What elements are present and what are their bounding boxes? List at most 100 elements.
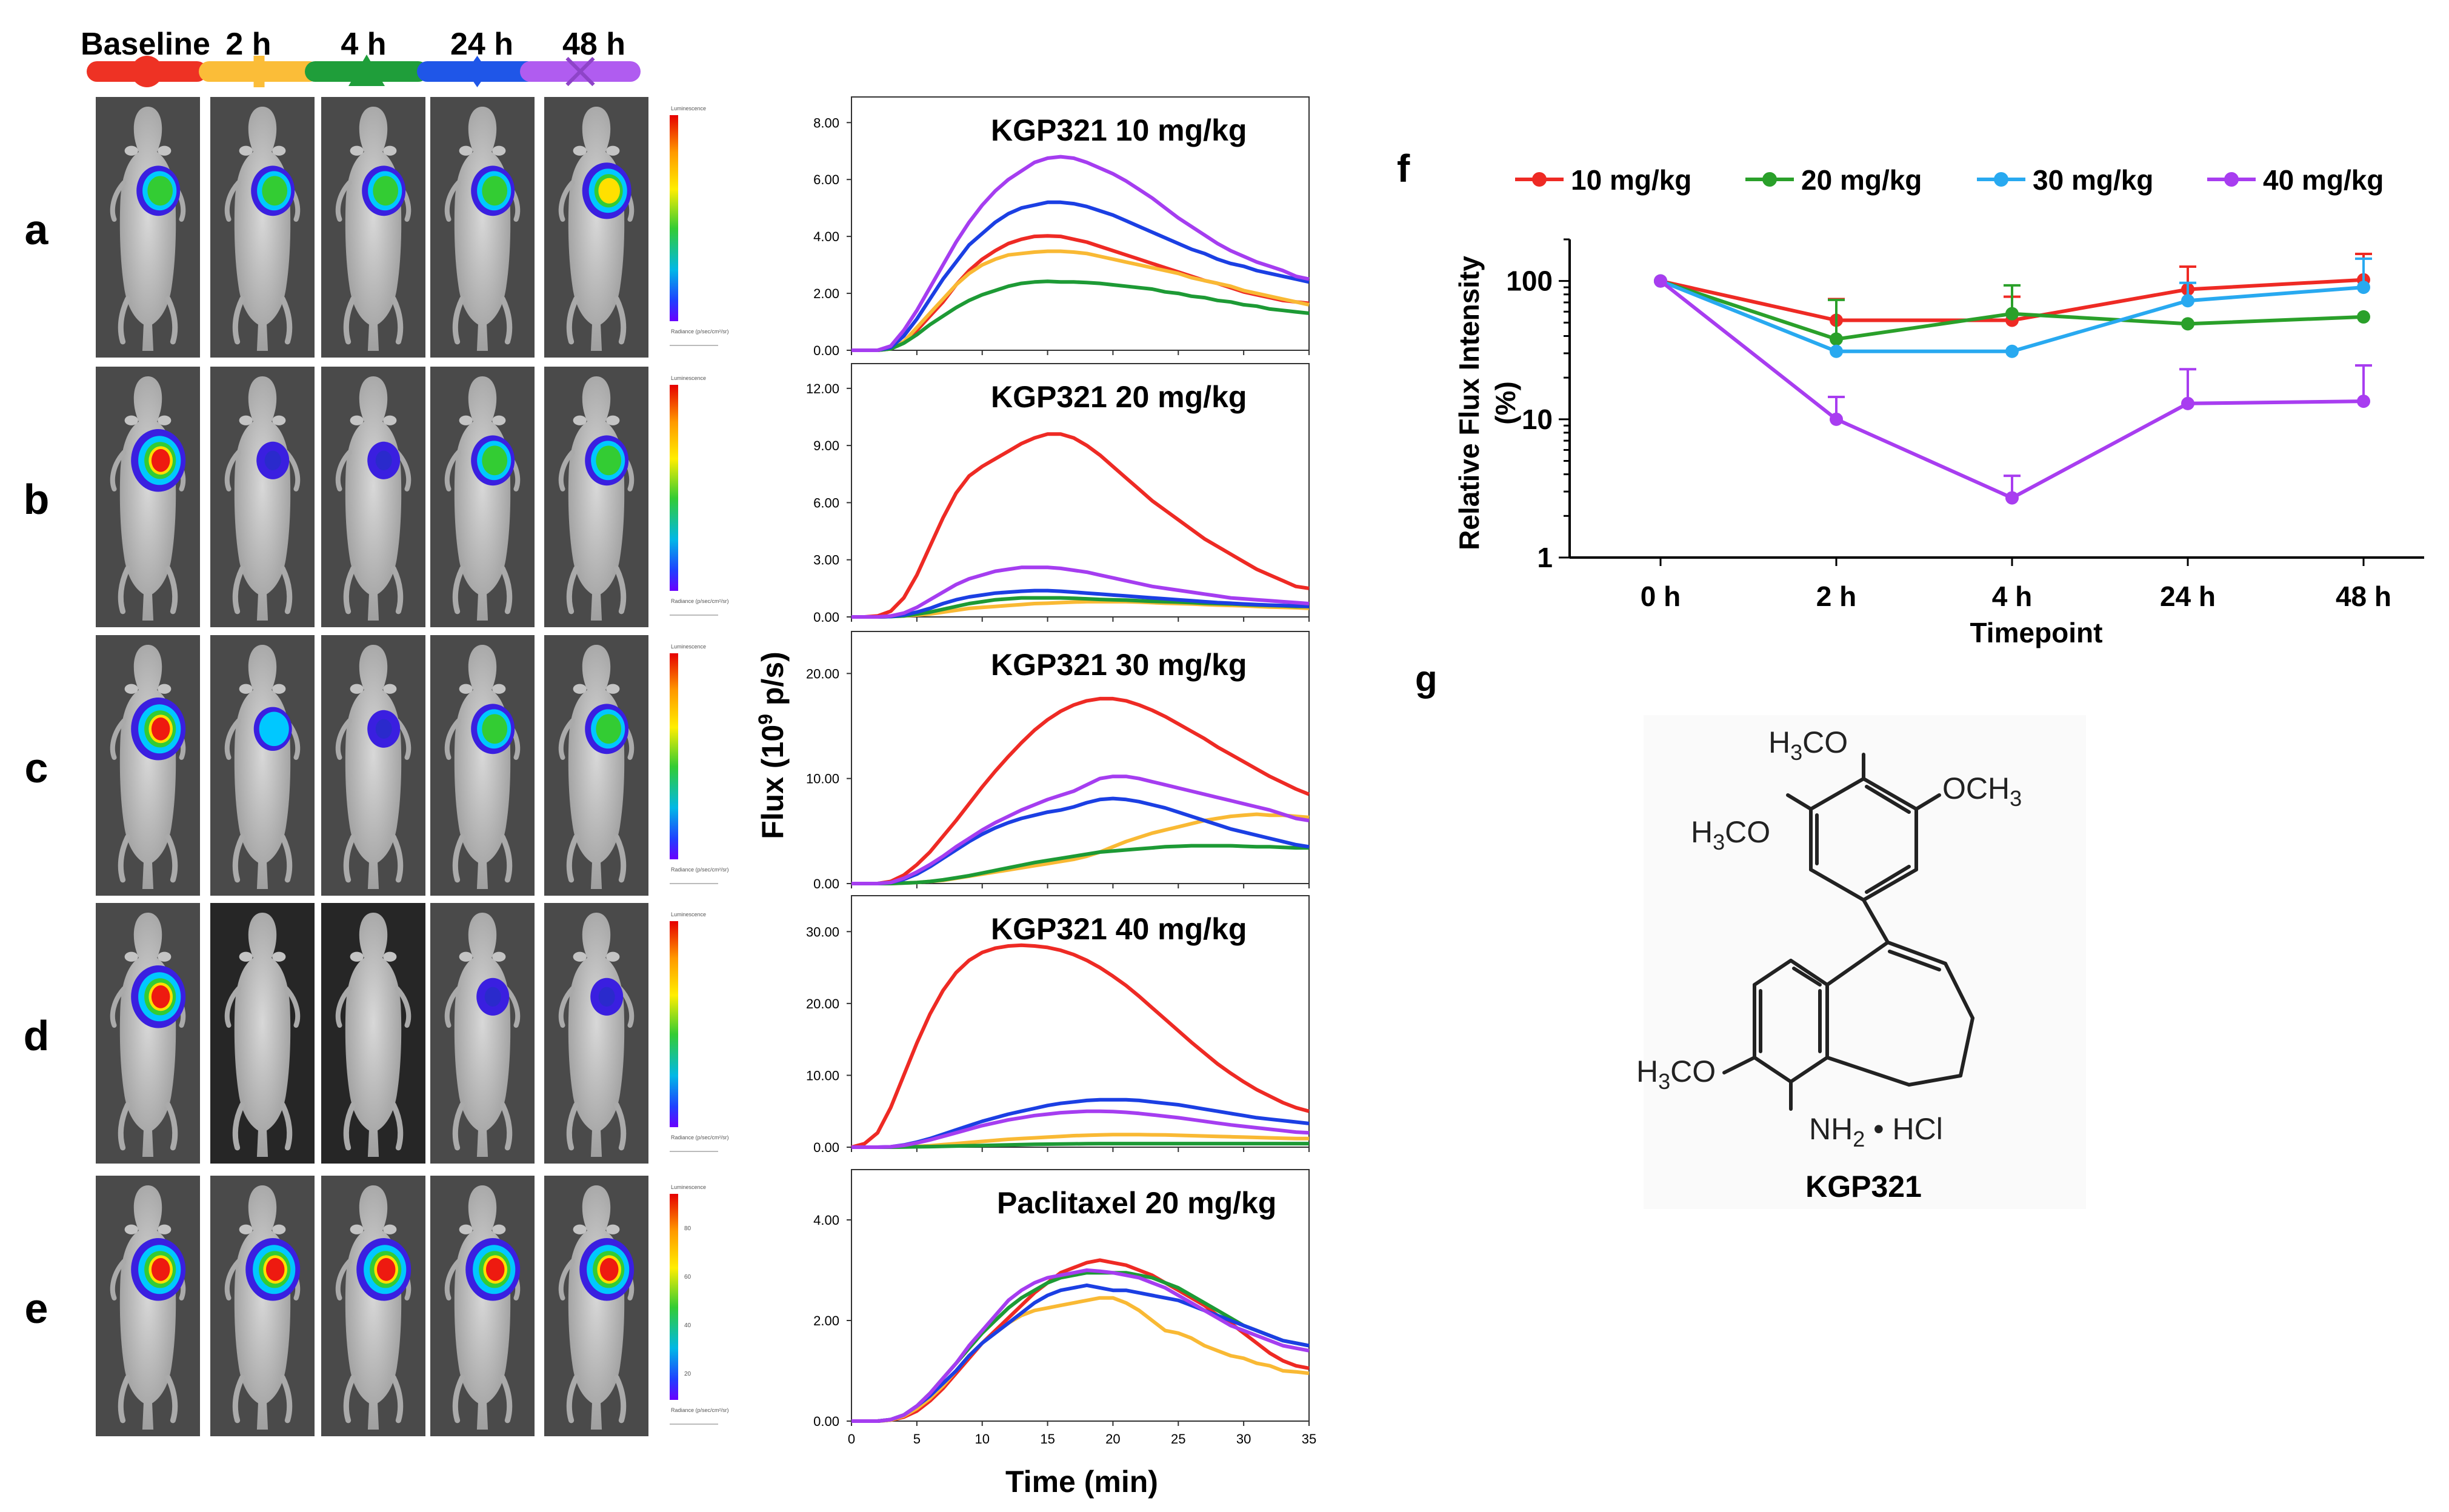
label-h3co-bottom: H3CO [1636, 1054, 1716, 1094]
flux-y-tick-label: 10.00 [806, 1068, 839, 1083]
f-legend-marker [1762, 172, 1777, 187]
f-point [1830, 332, 1843, 346]
flux-x-tick-label: 25 [1171, 1431, 1185, 1447]
f-legend-label: 10 mg/kg [1571, 164, 1691, 196]
colorbar [670, 385, 678, 591]
flux-y-axis-label: Flux (109 p/s) [755, 651, 790, 839]
flux-x-tick-label: 20 [1105, 1431, 1120, 1447]
bond [1914, 793, 1941, 811]
bond [1825, 941, 1890, 987]
bond [1886, 941, 1947, 965]
bond [1809, 777, 1865, 811]
f-y-axis-label-unit: (%) [1490, 381, 1521, 425]
tumor-signal [476, 977, 510, 1016]
flux-y-tick-label: 3.00 [813, 553, 839, 568]
flux-x-tick-label: 0 [848, 1431, 855, 1447]
bond [1865, 785, 1911, 814]
flux-y-tick-label: 20.00 [806, 666, 839, 681]
tumor-signal [245, 1238, 301, 1301]
flux-series-baseline [851, 943, 1310, 1149]
flux-y-tick-label: 8.00 [813, 115, 839, 130]
flux-y-tick-label: 20.00 [806, 996, 839, 1011]
f-point [2005, 307, 2019, 321]
flux-time-course-charts: 0.00 2.00 4.00 6.00 8.00 KGP321 10 mg/kg 0.00 3… [755, 96, 1316, 1499]
flux-chart-title: KGP321 20 mg/kg [991, 380, 1247, 414]
flux-series-baseline [851, 432, 1310, 619]
flux-series-baseline [851, 1258, 1310, 1423]
colorbar-title: Luminescence [671, 644, 706, 650]
flux-series-2-h [851, 249, 1310, 352]
bond [1722, 1056, 1756, 1074]
tumor-signal [253, 707, 292, 751]
flux-plot-frame [851, 96, 1310, 351]
label-h3co-mid: H3CO [1691, 815, 1770, 854]
bond [1786, 793, 1813, 811]
f-legend-marker [2224, 172, 2239, 187]
bond [1862, 898, 1890, 944]
tumor-signal [582, 162, 631, 219]
tumor-signal [356, 1238, 411, 1301]
flux-series-24-h [851, 200, 1310, 352]
flux-y-tick-label: 2.00 [813, 286, 839, 301]
tumor-signal [585, 435, 629, 486]
f-series-3 [1654, 274, 2372, 505]
flux-series-4-h [851, 844, 1309, 885]
tumor-signal [131, 1238, 186, 1301]
flux-y-tick-label: 0.00 [813, 1140, 839, 1155]
colorbar-units: Radiance (p/sec/cm²/sr) [671, 598, 729, 604]
tumor-signal [131, 698, 186, 761]
f-point [2181, 317, 2194, 331]
tumor-signal [471, 435, 515, 486]
flux-y-tick-label: 12.00 [806, 381, 839, 396]
flux-plot-frame [851, 895, 1310, 1148]
f-point [2005, 344, 2019, 358]
tumor-signal [362, 165, 406, 216]
bond [1753, 1056, 1793, 1084]
f-y-tick-label: 100 [1506, 265, 1553, 297]
tumor-signal [251, 165, 295, 216]
colorbar-tick: 80 [684, 1225, 691, 1232]
flux-y-tick-label: 0.00 [813, 876, 839, 891]
flux-y-tick-label: 0.00 [813, 1414, 839, 1429]
flux-y-tick-label: 4.00 [813, 1213, 839, 1228]
kgp321-structure: g H3CO OCH3 H3CO H3CO NH2 • HCl KGP321 [1415, 658, 2086, 1209]
f-legend-label: 30 mg/kg [2033, 164, 2153, 196]
tumor-signal [131, 429, 186, 492]
flux-series-48-h [851, 565, 1310, 619]
flux-x-tick-label: 15 [1040, 1431, 1055, 1447]
flux-plot-frame [851, 1169, 1310, 1422]
tumor-signal [256, 441, 290, 479]
tumor-signal [465, 1238, 521, 1301]
f-legend-label: 20 mg/kg [1801, 164, 1922, 196]
colorbar [670, 115, 678, 321]
legend-label-4: 48 h [562, 27, 625, 62]
legend-marker-triangle [348, 55, 385, 86]
colorbar-title: Luminescence [671, 1184, 706, 1190]
legend-label-2: 4 h [341, 27, 386, 62]
f-y-axis-label: Relative Flux Intensity [1453, 256, 1485, 550]
flux-y-tick-label: 6.00 [813, 172, 839, 187]
legend-marker-x2 [565, 56, 595, 87]
bond [1809, 868, 1865, 902]
f-point [1830, 412, 1843, 426]
f-point [2357, 310, 2370, 324]
flux-series-48-h [851, 155, 1310, 352]
flux-series-24-h [851, 796, 1310, 885]
colorbar [670, 921, 678, 1127]
flux-series-4-h [851, 1142, 1309, 1149]
flux-chart-3: 0.00 10.00 20.00 30.00 KGP321 40 mg/kg [806, 895, 1310, 1155]
bond [1888, 950, 1941, 971]
f-point [2181, 396, 2194, 410]
flux-chart-title: Paclitaxel 20 mg/kg [997, 1186, 1276, 1220]
flux-y-tick-label: 10.00 [806, 771, 839, 787]
colorbar-title: Luminescence [671, 105, 706, 112]
relative-flux-chart: f 1 10 100 0 h 2 h 4 h 24 h 48 h Timepoint Relativ… [1397, 147, 2424, 648]
flux-chart-0: 0.00 2.00 4.00 6.00 8.00 KGP321 10 mg/kg [813, 96, 1310, 358]
flux-y-tick-label: 9.00 [813, 438, 839, 453]
colorbar-title: Luminescence [671, 911, 706, 918]
flux-x-tick-label: 30 [1236, 1431, 1251, 1447]
flux-y-tick-label: 0.00 [813, 343, 839, 358]
bond [1792, 967, 1822, 987]
